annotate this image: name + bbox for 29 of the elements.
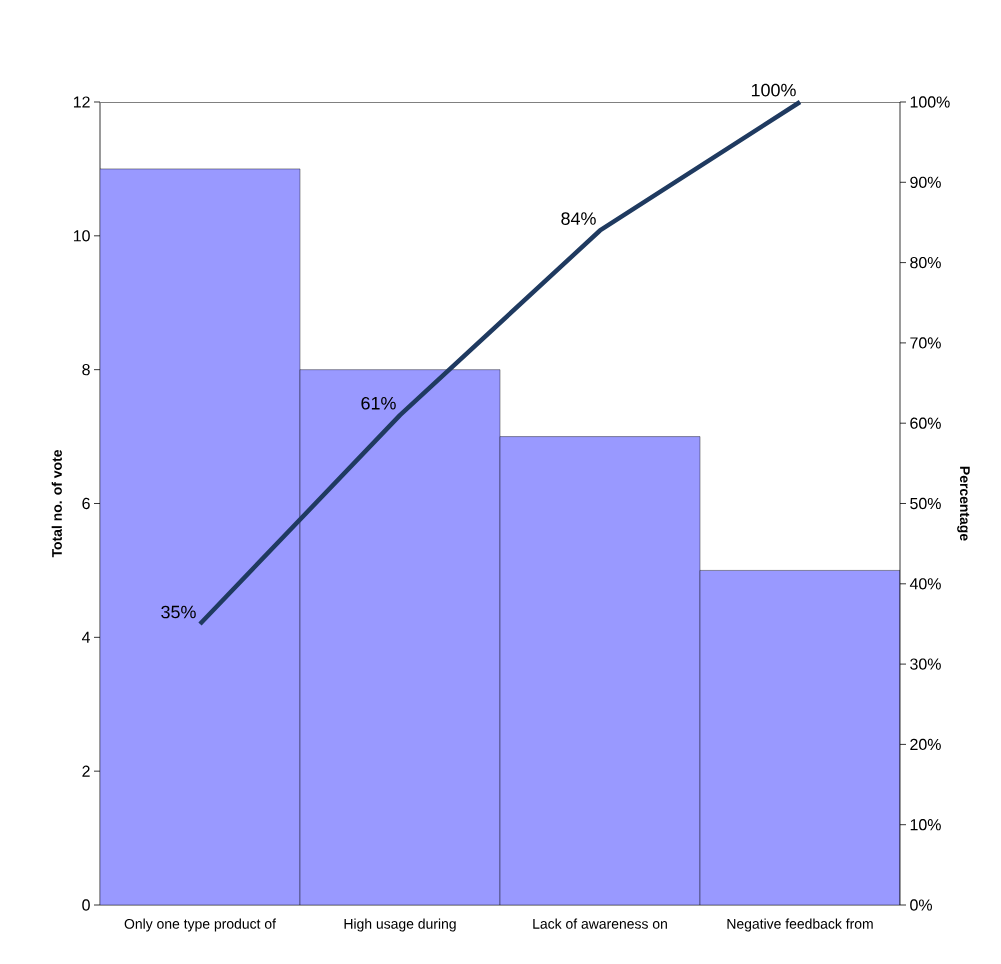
y-tick-label: 10	[73, 230, 90, 242]
y-tick-label: 8	[82, 364, 90, 376]
data-label: 61%	[361, 396, 396, 410]
x-tick-label: High usage during	[344, 918, 456, 932]
y2-axis-title: Percentage	[957, 466, 970, 541]
y2-tick-label: 60%	[910, 417, 941, 429]
y2-tick-label: 0%	[910, 899, 932, 911]
y-tick-label: 2	[82, 765, 90, 777]
y2-tick-label: 50%	[910, 497, 941, 510]
x-tick-label: Lack of awareness on	[533, 918, 667, 929]
y2-tick-label: 40%	[909, 578, 941, 590]
y2-tick-label: 10%	[910, 819, 941, 831]
y-tick-label: 4	[81, 631, 91, 643]
y2-tick-label: 90%	[910, 176, 941, 188]
y2-tick-label: 80%	[910, 256, 941, 269]
data-label: 100%	[751, 83, 796, 97]
line-series	[197, 99, 803, 627]
y2-tick-label: 30%	[910, 658, 941, 670]
y-tick-label: 0	[82, 899, 90, 911]
x-tick-label: Negative feedback from	[727, 918, 873, 932]
y-axis-title: Total no. of vote	[51, 449, 62, 558]
y-tick-label: 12	[73, 96, 90, 108]
y2-tick-label: 20%	[910, 738, 941, 751]
y2-tick-label: 70%	[910, 337, 941, 349]
y-tick-label: 6	[82, 497, 90, 510]
data-label: 84%	[561, 212, 596, 225]
y2-tick-label: 100%	[910, 96, 950, 108]
data-label: 35%	[161, 605, 196, 619]
x-tick-label: Only one type product of	[124, 918, 276, 932]
